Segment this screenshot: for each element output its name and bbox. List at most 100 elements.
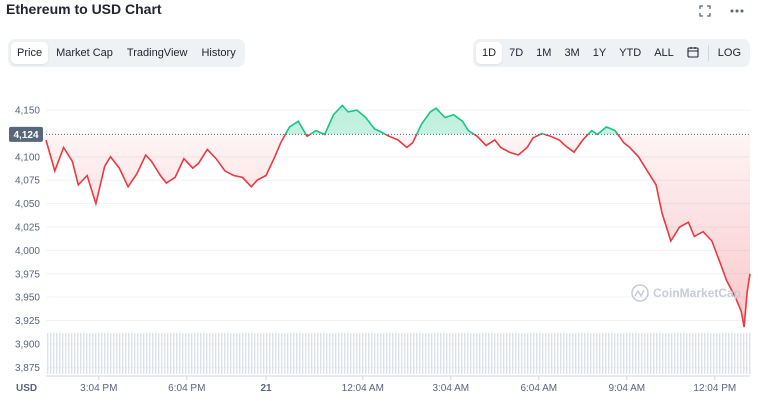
volume-bar — [299, 333, 301, 374]
range-tabs: 1D 7D 1M 3M 1Y YTD ALL LOG — [473, 39, 750, 67]
tab-history[interactable]: History — [201, 47, 236, 59]
volume-bar — [746, 333, 748, 374]
volume-bar — [416, 333, 418, 374]
x-tick-label: 12:04 PM — [693, 383, 736, 394]
volume-bar — [80, 333, 82, 374]
volume-bar — [257, 333, 259, 374]
volume-bar — [422, 333, 424, 374]
volume-bar — [539, 333, 541, 374]
volume-bar — [581, 333, 583, 374]
range-3m[interactable]: 3M — [564, 47, 580, 59]
volume-bar — [398, 333, 400, 374]
volume-bar — [377, 333, 379, 374]
volume-bar — [332, 333, 334, 374]
volume-bar — [311, 333, 313, 374]
expand-icon[interactable] — [696, 2, 714, 20]
volume-bar — [680, 333, 682, 374]
volume-bar — [179, 333, 181, 374]
volume-bar — [560, 333, 562, 374]
volume-bar — [206, 333, 208, 374]
volume-bar — [611, 333, 613, 374]
tab-tradingview[interactable]: TradingView — [126, 47, 188, 59]
range-1m[interactable]: 1M — [536, 47, 552, 59]
calendar-icon[interactable] — [681, 41, 705, 66]
volume-bar — [308, 333, 310, 374]
volume-bar — [656, 333, 658, 374]
y-tick-label: 4,100 — [15, 152, 40, 163]
volume-bar — [692, 333, 694, 374]
volume-bar — [476, 333, 478, 374]
volume-bar — [509, 333, 511, 374]
tab-market-cap[interactable]: Market Cap — [56, 47, 113, 59]
range-all[interactable]: ALL — [654, 47, 674, 59]
volume-bar — [113, 333, 115, 374]
volume-bar — [371, 333, 373, 374]
y-tick-label: 4,075 — [15, 176, 40, 187]
volume-bar — [710, 333, 712, 374]
volume-bar — [506, 333, 508, 374]
y-tick-label: 4,000 — [15, 246, 40, 257]
volume-bar — [137, 333, 139, 374]
volume-bar — [488, 333, 490, 374]
range-1d[interactable]: 1D — [476, 42, 503, 64]
volume-bar — [74, 333, 76, 374]
volume-bar — [110, 333, 112, 374]
volume-bar — [149, 333, 151, 374]
volume-bar — [104, 333, 106, 374]
volume-bar — [344, 333, 346, 374]
range-7d[interactable]: 7D — [509, 47, 524, 59]
chart-controls — [696, 2, 746, 20]
volume-bar — [77, 333, 79, 374]
volume-bar — [326, 333, 328, 374]
volume-bar — [635, 333, 637, 374]
volume-bar — [659, 333, 661, 374]
volume-bar — [89, 333, 91, 374]
volume-bar — [623, 333, 625, 374]
range-ytd[interactable]: YTD — [619, 47, 642, 59]
volume-bar — [404, 333, 406, 374]
volume-bar — [500, 333, 502, 374]
volume-bar — [47, 333, 49, 374]
log-toggle[interactable]: LOG — [717, 47, 741, 59]
y-tick-label: 3,975 — [15, 269, 40, 280]
volume-bar — [101, 333, 103, 374]
volume-bar — [317, 333, 319, 374]
volume-bar — [662, 333, 664, 374]
volume-bar — [161, 333, 163, 374]
reference-price-label: 4,124 — [13, 130, 38, 141]
range-1y[interactable]: 1Y — [592, 47, 607, 59]
volume-bar — [545, 333, 547, 374]
volume-bar — [440, 333, 442, 374]
volume-bar — [638, 333, 640, 374]
tab-price[interactable]: Price — [11, 42, 49, 64]
volume-bar — [737, 333, 739, 374]
volume-bar — [116, 333, 118, 374]
volume-bar — [632, 333, 634, 374]
more-icon[interactable] — [728, 2, 746, 20]
volume-bar — [641, 333, 643, 374]
volume-bar — [356, 333, 358, 374]
volume-bar — [521, 333, 523, 374]
volume-bar — [473, 333, 475, 374]
volume-bar — [491, 333, 493, 374]
x-tick-label: 6:04 AM — [520, 383, 557, 394]
x-tick-label: 6:04 PM — [168, 383, 205, 394]
volume-bar — [647, 333, 649, 374]
volume-bar — [68, 333, 70, 374]
volume-bar — [251, 333, 253, 374]
y-tick-label: 3,925 — [15, 316, 40, 327]
volume-bar — [524, 333, 526, 374]
volume-bar — [173, 333, 175, 374]
volume-bar — [608, 333, 610, 374]
volume-bar — [83, 333, 85, 374]
volume-bar — [677, 333, 679, 374]
volume-bar — [254, 333, 256, 374]
volume-bar — [743, 333, 745, 374]
volume-bar — [533, 333, 535, 374]
volume-bar — [305, 333, 307, 374]
volume-bar — [701, 333, 703, 374]
volume-bar — [164, 333, 166, 374]
volume-bar — [686, 333, 688, 374]
volume-bar — [389, 333, 391, 374]
